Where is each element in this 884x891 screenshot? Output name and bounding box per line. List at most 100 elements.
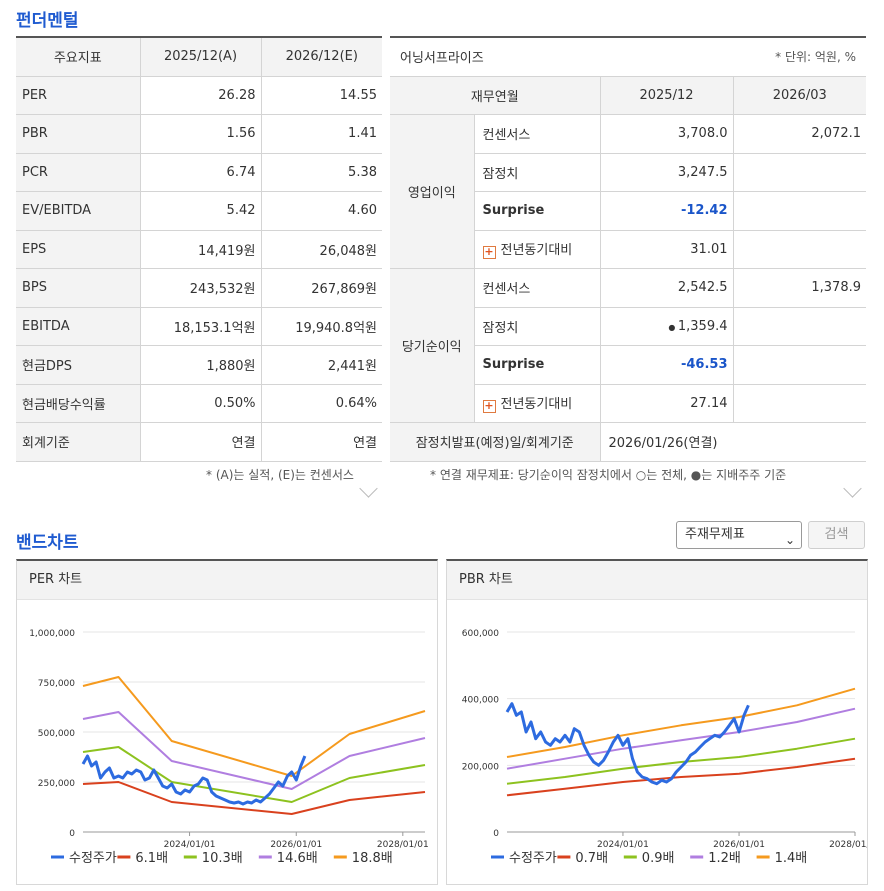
row-value: 14,419원 — [140, 230, 262, 269]
series-line — [81, 754, 307, 806]
chevron-down-icon[interactable] — [843, 479, 862, 498]
table-row: Surprise -12.42 — [390, 191, 866, 231]
metric-label: 잠정치 — [474, 153, 601, 192]
pbr-chart: 600,000 400,000 200,000 0 2024/01/01 2026/01/… — [462, 629, 881, 866]
x-tick-label: 2024/01/01 — [164, 840, 216, 850]
row-value: 6.74 — [140, 153, 262, 192]
table-row: Surprise -46.53 — [390, 345, 866, 385]
table-row: + 전년동기대비 31.01 — [390, 230, 866, 269]
legend-item[interactable]: 수정주가 — [491, 851, 557, 866]
legend-item[interactable]: 18.8배 — [333, 851, 393, 866]
legend-item[interactable]: 0.7배 — [557, 851, 608, 866]
metric-value — [733, 191, 866, 231]
header-cell: 주요지표 — [16, 37, 141, 77]
header-cell: 2025/12(A) — [140, 37, 262, 77]
row-label: BPS — [16, 268, 141, 308]
legend-label: 14.6배 — [277, 851, 318, 866]
legend-item[interactable]: 수정주가 — [51, 851, 117, 866]
chevron-down-icon[interactable] — [359, 479, 378, 498]
table-row: 잠정치 ● 1,359.4 — [390, 307, 866, 346]
metric-label: Surprise — [474, 191, 601, 231]
table-row: 영업이익 컨센서스 3,708.0 2,072.1 — [390, 114, 866, 269]
earnings-footer-row: 잠정치발표(예정)일/회계기준 2026/01/26(연결) — [390, 422, 866, 462]
table-row: BPS 243,532원 267,869원 — [16, 268, 382, 308]
y-tick-label: 1,000,000 — [29, 629, 75, 639]
row-label: PER — [16, 76, 141, 115]
metric-value: -46.53 — [600, 345, 734, 385]
metric-label: 컨센서스 — [474, 114, 601, 154]
row-value: 0.50% — [140, 384, 262, 423]
legend-label: 0.7배 — [575, 851, 608, 866]
statement-select[interactable]: 주재무제표 ⌄ — [676, 521, 802, 549]
legend-label: 6.1배 — [135, 851, 168, 866]
group-label: 영업이익 — [390, 114, 475, 269]
pbr-chart-title: PBR 차트 — [447, 561, 867, 600]
table-row: PBR 1.56 1.41 — [16, 114, 382, 154]
per-chart-title: PER 차트 — [17, 561, 437, 600]
row-label: 현금배당수익률 — [16, 384, 141, 423]
table-row: 회계기준 연결 연결 — [16, 422, 382, 462]
metric-label: Surprise — [474, 345, 601, 385]
metric-value: 3,247.5 — [600, 153, 734, 192]
table-row: 잠정치 3,247.5 — [390, 153, 866, 192]
legend-label: 수정주가 — [509, 851, 557, 866]
legend-item[interactable]: 10.3배 — [183, 851, 243, 866]
row-value: 26.28 — [140, 76, 262, 115]
legend-item[interactable]: 1.2배 — [690, 851, 741, 866]
x-tick-label: 2028/01/01 — [829, 840, 867, 850]
table-row: PER 26.28 14.55 — [16, 76, 382, 115]
legend-label: 10.3배 — [202, 851, 243, 866]
metric-value-text: 1,359.4 — [677, 318, 728, 334]
legend-item[interactable]: 6.1배 — [117, 851, 168, 866]
series-line — [82, 746, 426, 803]
table-header-row: 주요지표 2025/12(A) 2026/12(E) — [16, 37, 382, 77]
row-value: 1,880원 — [140, 345, 262, 385]
pbr-chart-panel: PBR 차트 600,000 400,000 200,000 0 2024/01/01 2… — [446, 559, 881, 885]
series-line — [82, 711, 426, 790]
table-row: + 전년동기대비 27.14 — [390, 384, 866, 423]
metric-value-text: 27.14 — [690, 395, 728, 411]
series-line — [506, 707, 856, 770]
metric-value: 1,378.9 — [733, 268, 866, 308]
metric-label[interactable]: + 전년동기대비 — [474, 230, 601, 269]
plus-box-icon[interactable]: + — [482, 399, 496, 414]
metric-label[interactable]: + 전년동기대비 — [474, 384, 601, 423]
metric-value: 2,072.1 — [733, 114, 866, 154]
metric-value-text: 31.01 — [690, 241, 728, 257]
table-row: PCR 6.74 5.38 — [16, 153, 382, 192]
metric-value-text: -46.53 — [680, 357, 728, 373]
table-row: 당기순이익 컨센서스 2,542.5 1,378.9 — [390, 268, 866, 423]
legend-item[interactable]: 14.6배 — [258, 851, 318, 866]
metric-label-text: Surprise — [482, 357, 545, 373]
band-chart-title: 밴드차트 — [16, 533, 79, 553]
legend-item[interactable]: 0.9배 — [623, 851, 675, 866]
row-label: PBR — [16, 114, 141, 154]
metric-value: 27.14 — [600, 384, 734, 423]
row-label: EBITDA — [16, 307, 141, 346]
filled-circle-icon: ● — [668, 322, 678, 332]
row-value: 0.64% — [261, 384, 382, 423]
row-value: 5.38 — [261, 153, 382, 192]
series-line — [82, 781, 426, 815]
table-row: EV/EBITDA 5.42 4.60 — [16, 191, 382, 231]
y-tick-label: 0 — [69, 829, 75, 839]
table-row: EPS 14,419원 26,048원 — [16, 230, 382, 269]
metric-value: 3,708.0 — [600, 114, 734, 154]
legend-label: 1.4배 — [775, 851, 808, 866]
footer-value: 2026/01/26(연결) — [600, 422, 866, 462]
row-label: 회계기준 — [16, 422, 141, 462]
earnings-table: 어닝서프라이즈 * 단위: 억원, % 재무연월 2025/12 2026/03… — [390, 36, 866, 462]
row-value: 연결 — [140, 422, 262, 462]
metric-value: -12.42 — [600, 191, 734, 231]
table-row: 현금배당수익률 0.50% 0.64% — [16, 384, 382, 423]
metric-value — [733, 153, 866, 192]
row-value: 5.42 — [140, 191, 262, 231]
metric-label-text: 잠정치 — [482, 320, 519, 336]
row-label: EPS — [16, 230, 141, 269]
y-tick-label: 400,000 — [462, 696, 499, 706]
plus-box-icon[interactable]: + — [482, 245, 496, 260]
metric-value: 2,542.5 — [600, 268, 734, 308]
search-button[interactable]: 검색 — [808, 521, 865, 549]
metric-value-text: 3,708.0 — [677, 126, 728, 142]
legend-item[interactable]: 1.4배 — [756, 851, 808, 866]
